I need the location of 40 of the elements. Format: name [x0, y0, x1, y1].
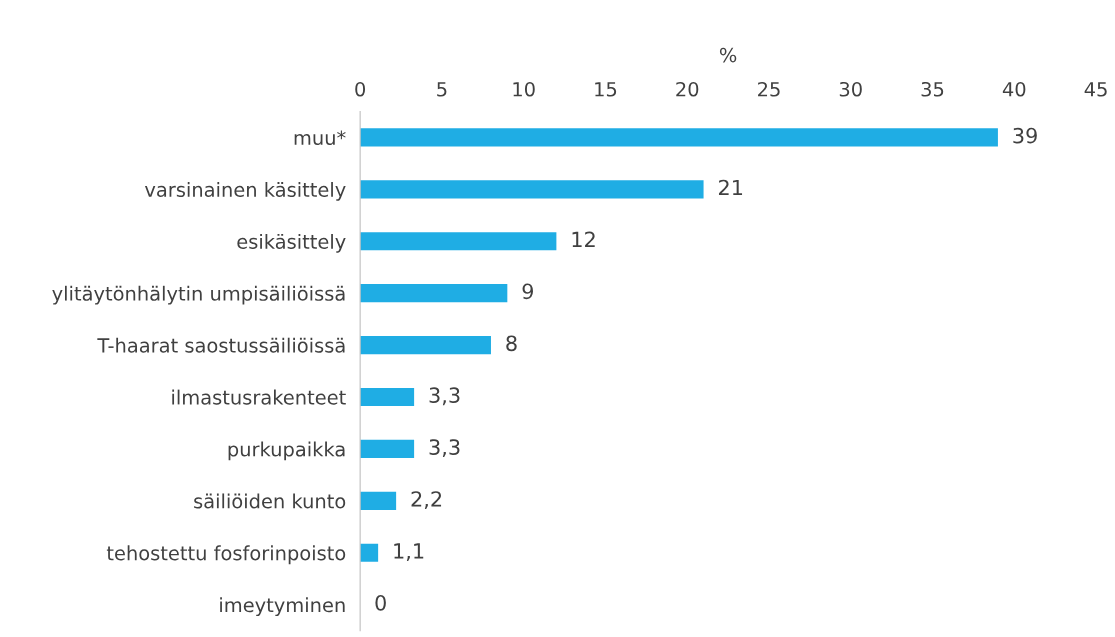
y-tick-label: ylitäytönhälytin umpisäiliöissä [52, 285, 345, 305]
data-label: 21 [718, 179, 743, 196]
y-tick-label: imeytyminen [220, 597, 345, 617]
data-label: 0 [375, 594, 386, 611]
bar [360, 439, 415, 459]
data-label: 1,1 [394, 543, 424, 561]
data-label: 12 [572, 231, 595, 248]
bar [360, 543, 379, 562]
y-tick-label: purkupaikka [228, 441, 345, 461]
x-tick-label: 20 [676, 81, 699, 97]
bar [360, 336, 491, 355]
x-tick-label: 10 [513, 81, 535, 97]
x-tick-label: 40 [1002, 81, 1026, 97]
y-tick-label: T-haarat saostussäiliöissä [97, 337, 345, 353]
x-axis-title: % [719, 47, 737, 63]
x-tick-label: 45 [1084, 82, 1107, 97]
bar [360, 180, 704, 199]
data-label: 3,3 [429, 387, 460, 406]
x-tick-label: 0 [355, 81, 366, 97]
data-label: 3,3 [429, 439, 460, 458]
y-tick-label: säiliöiden kunto [194, 493, 346, 509]
y-tick-label: ilmastusrakenteet [172, 389, 346, 405]
data-label: 9 [522, 283, 533, 300]
bar [360, 284, 508, 303]
y-tick-label: tehostettu fosforinpoisto [106, 545, 346, 565]
bar [360, 232, 557, 251]
x-tick-label: 35 [921, 81, 944, 97]
bar [360, 491, 397, 510]
bar [360, 128, 998, 147]
y-tick-label: esikäsittely [237, 233, 346, 253]
data-label: 8 [506, 335, 517, 352]
x-tick-label: 5 [437, 82, 447, 97]
data-label: 2,2 [411, 491, 442, 510]
x-tick-label: 25 [758, 81, 780, 97]
data-label: 39 [1013, 127, 1037, 144]
x-tick-label: 15 [595, 82, 617, 97]
y-tick-label: muu* [294, 130, 346, 146]
x-tick-label: 30 [839, 81, 862, 97]
bar [360, 387, 415, 407]
y-tick-label: varsinainen käsittely [144, 181, 346, 201]
